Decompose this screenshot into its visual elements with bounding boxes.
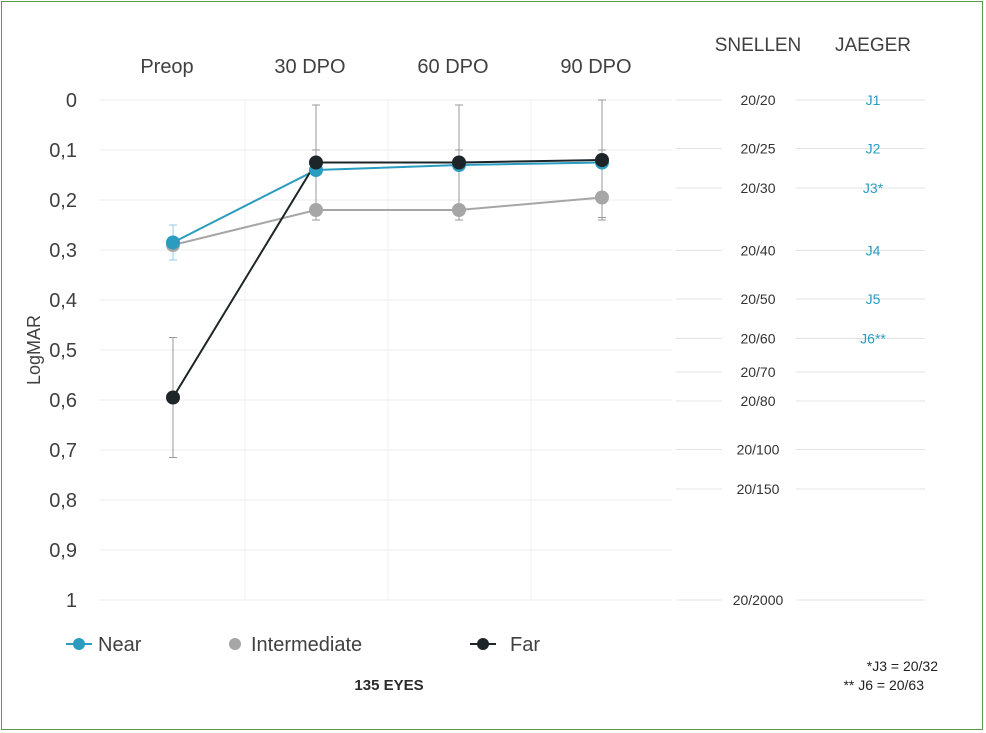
data-point-intermediate (452, 203, 466, 217)
legend-marker (477, 638, 489, 650)
y-tick-label: 0,2 (49, 190, 77, 212)
legend-marker (73, 638, 85, 650)
snellen-label: 20/25 (740, 141, 775, 157)
series-line-near (172, 161, 603, 244)
snellen-scale: 20/20 20/25 20/30 20/40 20/50 20/60 20/70 20/80… (676, 92, 925, 608)
footnote-j6: ** J6 = 20/63 (843, 677, 924, 693)
y-tick-label: 0,7 (49, 440, 77, 462)
category-label: 90 DPO (560, 56, 631, 78)
category-labels: Preop 30 DPO 60 DPO 90 DPO (140, 56, 631, 78)
snellen-header: SNELLEN (715, 35, 802, 56)
snellen-label: 20/80 (740, 393, 775, 409)
snellen-label: 20/2000 (733, 592, 784, 608)
data-point-intermediate (309, 203, 323, 217)
y-tick-label: 0,3 (49, 240, 77, 262)
jaeger-label: J5 (866, 291, 881, 307)
category-label: 30 DPO (274, 56, 345, 78)
jaeger-label: J6** (860, 331, 886, 347)
data-points (166, 153, 609, 405)
grid (100, 99, 672, 601)
snellen-label: 20/30 (740, 180, 775, 196)
footnote-j3: *J3 = 20/32 (867, 658, 938, 674)
legend-marker (229, 638, 241, 650)
y-tick-label: 0,9 (49, 540, 77, 562)
y-tick-label: 1 (66, 590, 77, 612)
jaeger-label: J2 (866, 141, 881, 157)
jaeger-label: J1 (866, 92, 881, 108)
data-point-far (166, 390, 180, 405)
jaeger-label: J3* (863, 180, 884, 196)
data-point-far (595, 153, 609, 167)
legend-label: Intermediate (251, 634, 362, 656)
y-axis-label: LogMAR (24, 315, 44, 385)
data-point-intermediate (595, 190, 609, 205)
snellen-label: 20/70 (740, 364, 775, 380)
legend-label: Far (510, 634, 540, 656)
series-line-far (172, 159, 603, 399)
snellen-label: 20/100 (737, 442, 780, 458)
snellen-label: 20/20 (740, 92, 775, 108)
eyes-annotation: 135 EYES (354, 677, 423, 694)
snellen-label: 20/50 (740, 291, 775, 307)
series-lines (172, 159, 603, 399)
y-tick-label: 0,5 (49, 340, 77, 362)
category-label: Preop (140, 56, 193, 78)
snellen-label: 20/40 (740, 243, 775, 259)
y-tick-label: 0,4 (49, 290, 77, 312)
data-point-far (309, 155, 323, 170)
y-tick-label: 0,6 (49, 390, 77, 412)
data-point-near (166, 235, 180, 250)
jaeger-scale: J1 J2 J3* J4 J5 J6** (860, 92, 886, 347)
jaeger-label: J4 (866, 243, 881, 259)
y-tick-labels: 0 0,1 0,2 0,3 0,4 0,5 0,6 0,7 0,8 0,9 1 (49, 90, 77, 612)
y-tick-label: 0,1 (49, 140, 77, 162)
legend: Near Intermediate Far (66, 634, 540, 656)
y-tick-label: 0,8 (49, 490, 77, 512)
legend-label: Near (98, 634, 142, 656)
data-point-far (452, 155, 466, 170)
jaeger-header: JAEGER (835, 35, 911, 56)
snellen-label: 20/150 (737, 481, 780, 497)
series-line-intermediate (172, 196, 603, 246)
snellen-label: 20/60 (740, 331, 775, 347)
category-label: 60 DPO (417, 56, 488, 78)
y-tick-label: 0 (66, 90, 77, 112)
